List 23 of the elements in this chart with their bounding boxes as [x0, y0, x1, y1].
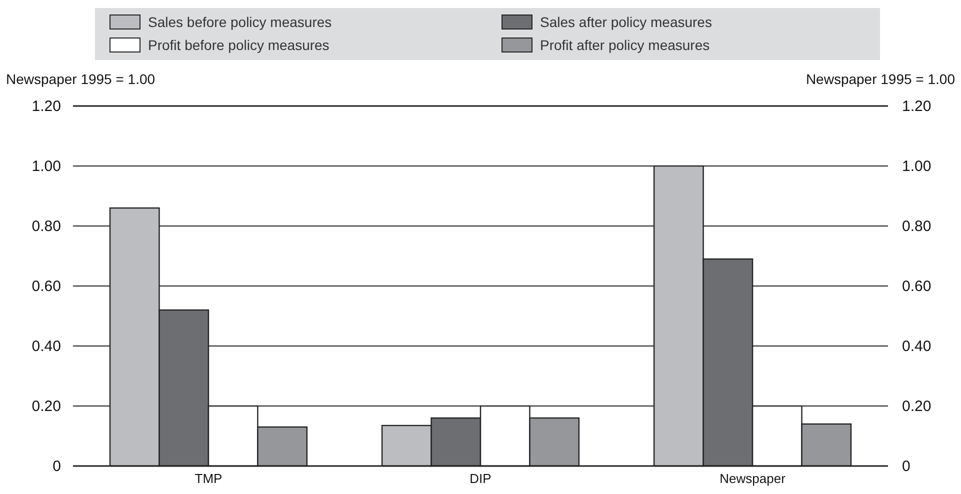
legend-label: Profit before policy measures — [148, 37, 330, 53]
x-tick-label: Newspaper — [720, 471, 786, 486]
y-tick-label: 0.40 — [32, 338, 61, 355]
y2-tick-label: 1.00 — [902, 158, 932, 175]
y2-axis-title: Newspaper 1995 = 1.00 — [806, 71, 956, 87]
y-tick-label: 1.20 — [32, 98, 61, 115]
y-tick-label: 1.00 — [32, 158, 61, 175]
y2-tick-label: 0.60 — [902, 278, 932, 295]
y2-tick-label: 0.40 — [902, 338, 932, 355]
y-tick-label: 0.60 — [32, 278, 61, 295]
x-tick-label: TMP — [194, 471, 222, 486]
legend-label: Profit after policy measures — [540, 37, 710, 53]
y2-tick-label: 0.80 — [902, 218, 932, 235]
y-tick-label: 0.20 — [32, 398, 61, 415]
y-axis-title: Newspaper 1995 = 1.00 — [6, 71, 156, 87]
legend-label: Sales after policy measures — [540, 14, 712, 30]
y2-tick-label: 1.20 — [902, 98, 932, 115]
y-tick-label: 0.80 — [32, 218, 61, 235]
y2-tick-label: 0.20 — [902, 398, 932, 415]
legend-label: Sales before policy measures — [148, 14, 332, 30]
y-tick-label: 0 — [52, 458, 61, 475]
x-tick-label: DIP — [470, 471, 492, 486]
y2-tick-label: 0 — [902, 458, 910, 475]
